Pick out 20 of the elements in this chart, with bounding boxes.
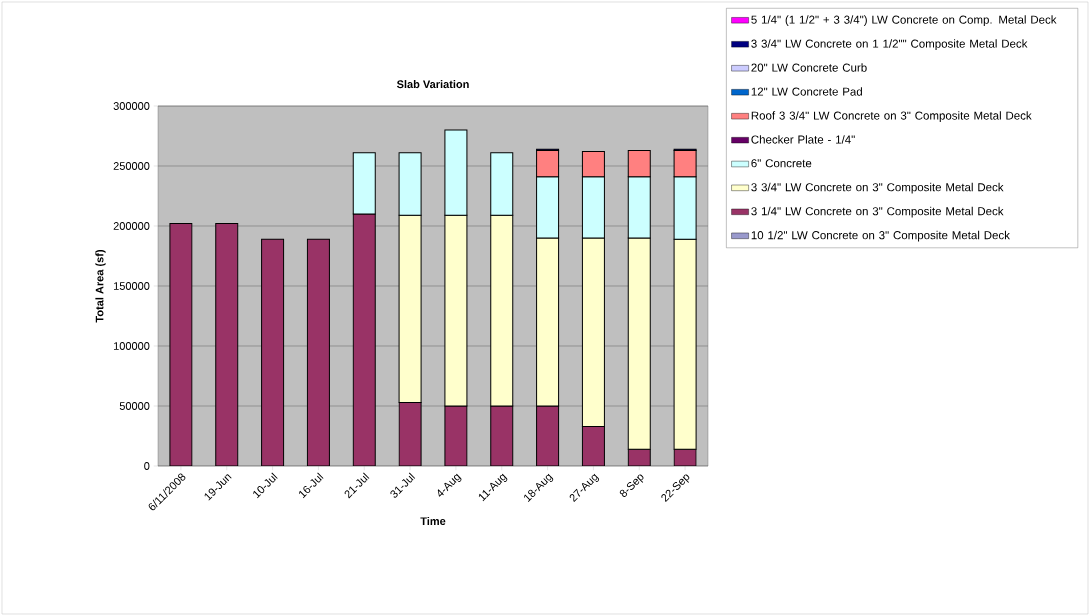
y-tick-label: 100000 bbox=[113, 342, 150, 350]
legend-label: Checker Plate - 1/4" bbox=[751, 135, 855, 144]
y-tick-label: 0 bbox=[144, 462, 150, 470]
y-tick-label: 200000 bbox=[113, 222, 150, 230]
legend-label: 20" LW Concrete Curb bbox=[751, 63, 867, 72]
legend-label: 3 3/4" LW Concrete on 3" Composite Metal Deck bbox=[751, 182, 1004, 194]
legend-label: Roof 3 3/4" LW Concrete on 3" Composite Metal Deck bbox=[751, 111, 1032, 122]
legend-label: 10 1/2" LW Concrete on 3" Composite Metal Deck bbox=[751, 230, 1010, 242]
x-axis-title: Time bbox=[420, 516, 446, 526]
legend-label: 6" Concrete bbox=[751, 159, 812, 168]
y-tick-label: 300000 bbox=[113, 102, 150, 110]
y-tick-label: 50000 bbox=[119, 402, 150, 410]
y-tick-label: 250000 bbox=[113, 162, 150, 170]
y-axis-title: Total Area (sf) bbox=[95, 249, 106, 323]
legend-label: 12" LW Concrete Pad bbox=[751, 87, 862, 96]
y-tick-label: 150000 bbox=[113, 282, 150, 290]
legend-label: 3 1/4" LW Concrete on 3" Composite Metal Deck bbox=[751, 206, 1004, 218]
chart-title: Slab Variation bbox=[396, 80, 469, 89]
legend-label: 3 3/4" LW Concrete on 1 1/2"" Composite Metal Deck bbox=[751, 39, 1028, 50]
legend-label: 5 1/4" (1 1/2" + 3 3/4") LW Concrete on Comp. Metal Deck bbox=[751, 15, 1057, 26]
